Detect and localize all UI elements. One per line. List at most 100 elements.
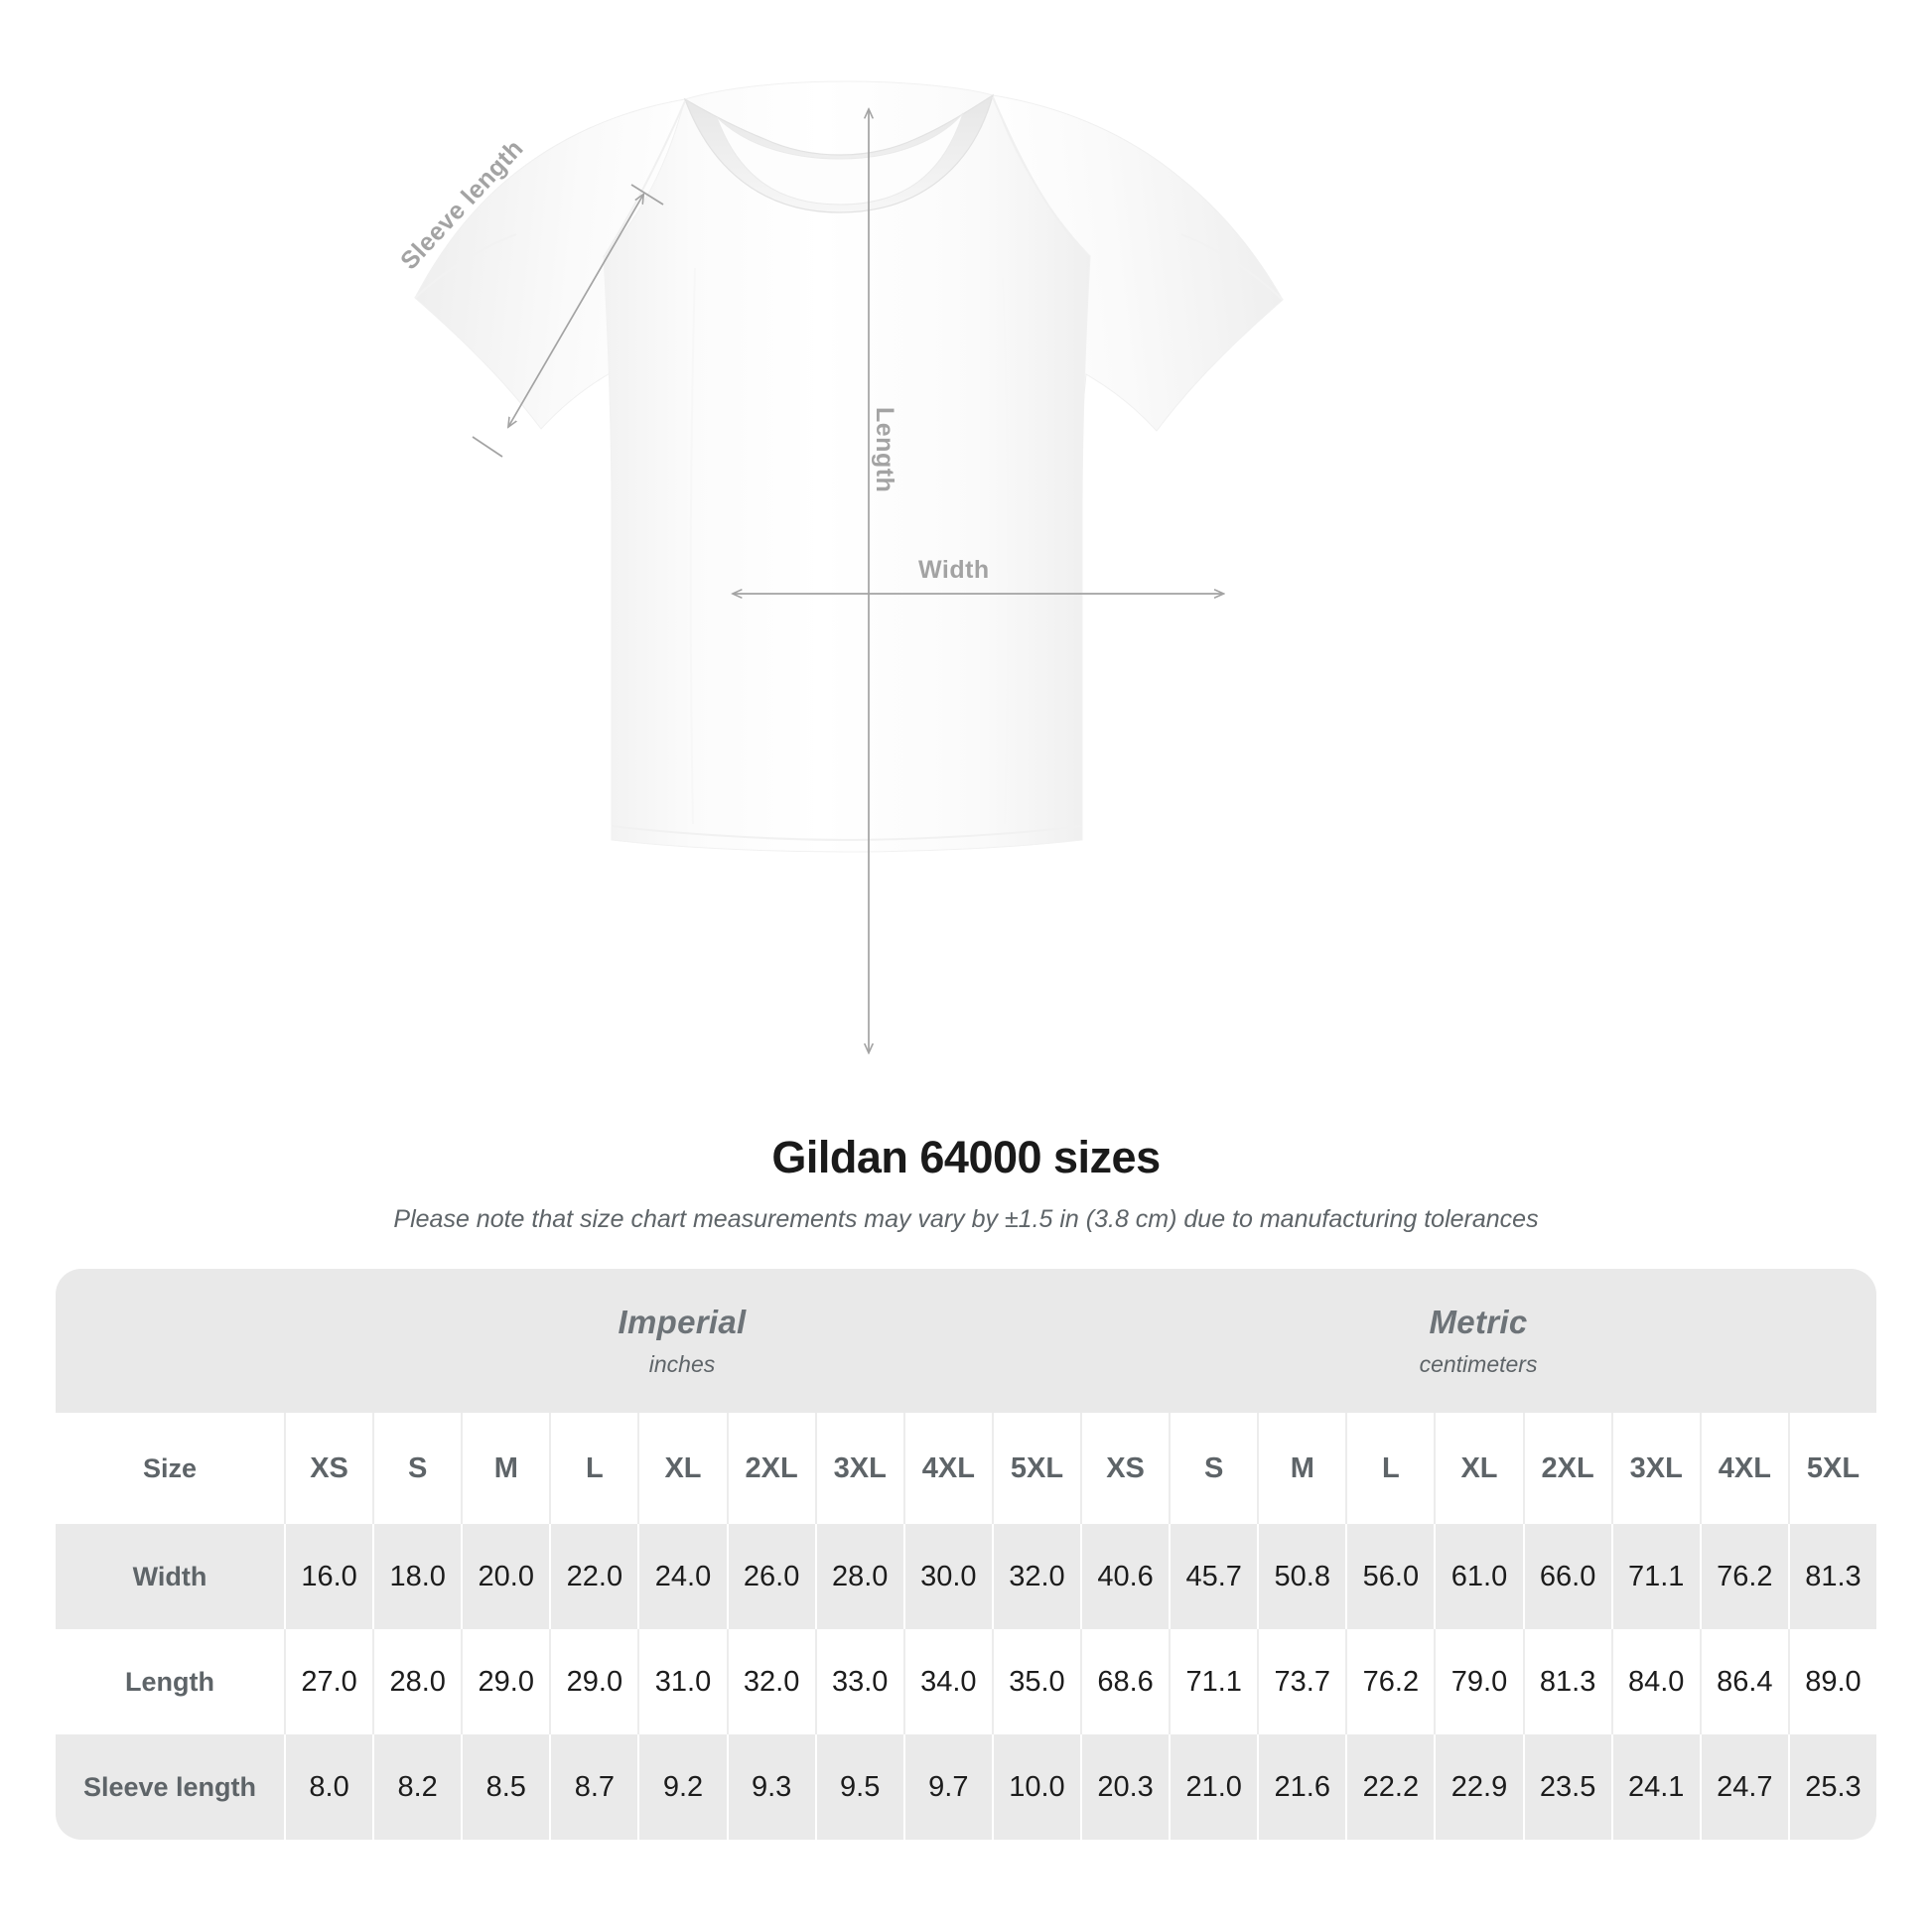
cell-width-metric-xs: 40.6 bbox=[1080, 1524, 1170, 1629]
size-header-row: Size XS S M L XL 2XL 3XL 4XL 5XL XS S M L XL 2XL 3XL 4XL 5… bbox=[56, 1413, 1877, 1524]
size-column-header-imperial-5xl: 5XL bbox=[991, 1413, 1080, 1524]
cell-sleeve-length-imperial-s: 8.2 bbox=[372, 1734, 462, 1840]
cell-length-metric-xs: 68.6 bbox=[1080, 1629, 1170, 1734]
cell-width-metric-5xl: 81.3 bbox=[1787, 1524, 1877, 1629]
cell-sleeve-length-metric-l: 22.2 bbox=[1345, 1734, 1435, 1840]
size-column-header-metric-4xl: 4XL bbox=[1699, 1413, 1788, 1524]
size-table-container: Imperial inches Metric centimeters Size XS S M L… bbox=[56, 1269, 1877, 1840]
cell-length-metric-l: 76.2 bbox=[1345, 1629, 1435, 1734]
cell-length-imperial-l: 29.0 bbox=[549, 1629, 638, 1734]
unit-header-row: Imperial inches Metric centimeters bbox=[56, 1269, 1877, 1413]
cell-sleeve-length-imperial-3xl: 9.5 bbox=[814, 1734, 903, 1840]
size-column-header-metric-5xl: 5XL bbox=[1787, 1413, 1877, 1524]
unit-group-header-imperial: Imperial inches bbox=[284, 1269, 1080, 1413]
size-column-header-metric-xl: XL bbox=[1434, 1413, 1523, 1524]
cell-sleeve-length-metric-5xl: 25.3 bbox=[1787, 1734, 1877, 1840]
cell-sleeve-length-metric-2xl: 23.5 bbox=[1522, 1734, 1611, 1840]
size-column-header-imperial-xs: XS bbox=[284, 1413, 373, 1524]
tshirt-diagram-panel: Sleeve length Length Width bbox=[395, 80, 1284, 1122]
unit-group-name: Metric bbox=[1429, 1304, 1528, 1340]
cell-sleeve-length-metric-4xl: 24.7 bbox=[1699, 1734, 1788, 1840]
unit-group-subtitle: inches bbox=[648, 1351, 716, 1377]
cell-length-metric-2xl: 81.3 bbox=[1522, 1629, 1611, 1734]
cell-length-metric-3xl: 84.0 bbox=[1610, 1629, 1700, 1734]
size-column-header-imperial-2xl: 2XL bbox=[726, 1413, 815, 1524]
cell-sleeve-length-metric-xl: 22.9 bbox=[1434, 1734, 1523, 1840]
size-column-header-metric-xs: XS bbox=[1080, 1413, 1170, 1524]
cell-length-imperial-m: 29.0 bbox=[461, 1629, 550, 1734]
cell-width-metric-xl: 61.0 bbox=[1434, 1524, 1523, 1629]
size-column-header-imperial-l: L bbox=[549, 1413, 638, 1524]
table-row: Width 16.0 18.0 20.0 22.0 24.0 26.0 28.0 30.0 32.… bbox=[56, 1524, 1877, 1629]
row-header-width: Width bbox=[56, 1524, 284, 1629]
cell-length-metric-5xl: 89.0 bbox=[1787, 1629, 1877, 1734]
cell-sleeve-length-metric-s: 21.0 bbox=[1169, 1734, 1258, 1840]
cell-sleeve-length-imperial-l: 8.7 bbox=[549, 1734, 638, 1840]
cell-length-imperial-2xl: 32.0 bbox=[726, 1629, 815, 1734]
cell-sleeve-length-imperial-xl: 9.2 bbox=[637, 1734, 727, 1840]
cell-sleeve-length-metric-m: 21.6 bbox=[1257, 1734, 1346, 1840]
table-row: Length 27.0 28.0 29.0 29.0 31.0 32.0 33.0 34.0 35… bbox=[56, 1629, 1877, 1734]
cell-length-metric-xl: 79.0 bbox=[1434, 1629, 1523, 1734]
cell-length-imperial-xl: 31.0 bbox=[637, 1629, 727, 1734]
row-header-sleeve-length: Sleeve length bbox=[56, 1734, 284, 1840]
cell-length-metric-s: 71.1 bbox=[1169, 1629, 1258, 1734]
cell-sleeve-length-imperial-xs: 8.0 bbox=[284, 1734, 373, 1840]
size-column-header-imperial-xl: XL bbox=[637, 1413, 727, 1524]
cell-length-imperial-3xl: 33.0 bbox=[814, 1629, 903, 1734]
cell-width-imperial-xl: 24.0 bbox=[637, 1524, 727, 1629]
cell-sleeve-length-imperial-4xl: 9.7 bbox=[902, 1734, 992, 1840]
chart-heading: Gildan 64000 sizes Please note that size… bbox=[0, 1132, 1932, 1234]
width-label: Width bbox=[918, 556, 990, 584]
size-column-header-metric-3xl: 3XL bbox=[1610, 1413, 1700, 1524]
page-title: Gildan 64000 sizes bbox=[771, 1132, 1161, 1182]
cell-width-metric-s: 45.7 bbox=[1169, 1524, 1258, 1629]
size-column-header-imperial-3xl: 3XL bbox=[814, 1413, 903, 1524]
cell-width-metric-2xl: 66.0 bbox=[1522, 1524, 1611, 1629]
cell-length-metric-4xl: 86.4 bbox=[1699, 1629, 1788, 1734]
unit-group-header-metric: Metric centimeters bbox=[1080, 1269, 1877, 1413]
tolerance-note: Please note that size chart measurements… bbox=[393, 1205, 1539, 1233]
cell-width-imperial-s: 18.0 bbox=[372, 1524, 462, 1629]
shirt-shape bbox=[414, 80, 1284, 853]
cell-width-imperial-m: 20.0 bbox=[461, 1524, 550, 1629]
cell-width-imperial-3xl: 28.0 bbox=[814, 1524, 903, 1629]
size-column-header-metric-s: S bbox=[1169, 1413, 1258, 1524]
size-column-header-imperial-m: M bbox=[461, 1413, 550, 1524]
size-column-header-imperial-4xl: 4XL bbox=[902, 1413, 992, 1524]
cell-length-imperial-xs: 27.0 bbox=[284, 1629, 373, 1734]
cell-width-metric-m: 50.8 bbox=[1257, 1524, 1346, 1629]
cell-width-metric-4xl: 76.2 bbox=[1699, 1524, 1788, 1629]
size-chart-table: Imperial inches Metric centimeters Size XS S M L… bbox=[56, 1269, 1877, 1840]
unit-group-subtitle: centimeters bbox=[1419, 1351, 1538, 1377]
cell-length-imperial-s: 28.0 bbox=[372, 1629, 462, 1734]
size-column-header-metric-l: L bbox=[1345, 1413, 1435, 1524]
cell-length-metric-m: 73.7 bbox=[1257, 1629, 1346, 1734]
length-label: Length bbox=[871, 407, 898, 493]
cell-width-imperial-l: 22.0 bbox=[549, 1524, 638, 1629]
cell-sleeve-length-imperial-2xl: 9.3 bbox=[726, 1734, 815, 1840]
cell-length-imperial-4xl: 34.0 bbox=[902, 1629, 992, 1734]
row-header-length: Length bbox=[56, 1629, 284, 1734]
table-row: Sleeve length 8.0 8.2 8.5 8.7 9.2 9.3 9.5 9.7 10.… bbox=[56, 1734, 1877, 1840]
cell-width-imperial-4xl: 30.0 bbox=[902, 1524, 992, 1629]
size-column-header-imperial-s: S bbox=[372, 1413, 462, 1524]
cell-width-imperial-5xl: 32.0 bbox=[991, 1524, 1080, 1629]
cell-width-metric-l: 56.0 bbox=[1345, 1524, 1435, 1629]
table-corner-spacer bbox=[56, 1269, 284, 1413]
tshirt-illustration bbox=[414, 80, 1284, 1122]
size-header-label: Size bbox=[56, 1413, 284, 1524]
cell-width-metric-3xl: 71.1 bbox=[1610, 1524, 1700, 1629]
cell-sleeve-length-metric-xs: 20.3 bbox=[1080, 1734, 1170, 1840]
cell-sleeve-length-metric-3xl: 24.1 bbox=[1610, 1734, 1700, 1840]
sleeve-length-dimension bbox=[472, 184, 664, 458]
size-column-header-metric-m: M bbox=[1257, 1413, 1346, 1524]
cell-sleeve-length-imperial-5xl: 10.0 bbox=[991, 1734, 1080, 1840]
unit-group-name: Imperial bbox=[618, 1304, 747, 1340]
cell-width-imperial-2xl: 26.0 bbox=[726, 1524, 815, 1629]
size-column-header-metric-2xl: 2XL bbox=[1522, 1413, 1611, 1524]
cell-sleeve-length-imperial-m: 8.5 bbox=[461, 1734, 550, 1840]
cell-length-imperial-5xl: 35.0 bbox=[991, 1629, 1080, 1734]
cell-width-imperial-xs: 16.0 bbox=[284, 1524, 373, 1629]
